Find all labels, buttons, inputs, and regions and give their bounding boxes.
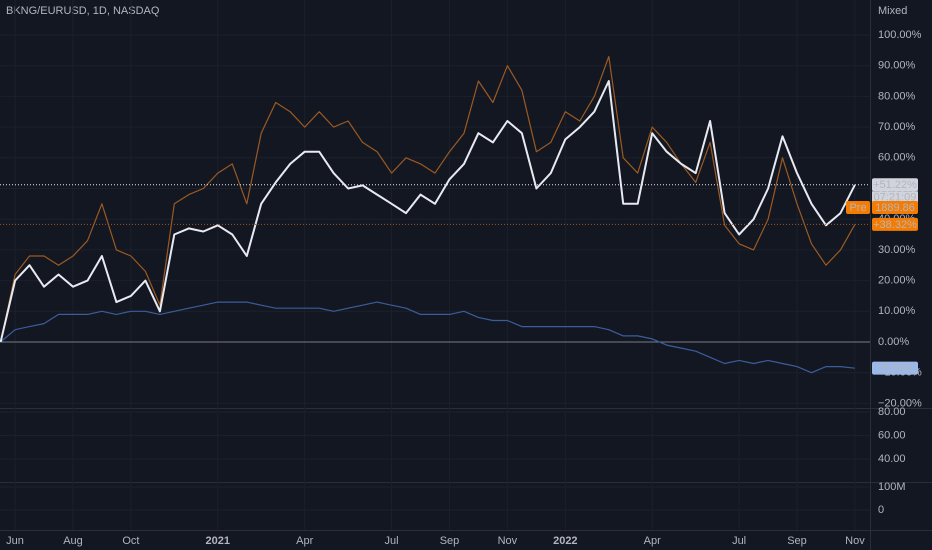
series-line — [0, 80, 856, 343]
last-value-box — [872, 178, 918, 192]
y-tick-label: 70.00% — [878, 121, 916, 133]
y-tick-label: 100M — [878, 481, 906, 493]
y-tick-label: 0.00% — [878, 336, 909, 348]
x-tick-label: Jul — [385, 535, 399, 547]
x-tick-label: Sep — [787, 535, 807, 547]
y-tick-label: −20.00% — [878, 397, 922, 409]
last-value-box — [872, 217, 918, 231]
chart-title: BKNG/EURUSD, 1D, NASDAQ — [6, 5, 160, 17]
x-tick-label: Oct — [122, 535, 139, 547]
y-tick-label: 30.00% — [878, 244, 916, 256]
y-tick-label: 80.00 — [878, 406, 906, 418]
last-value-label: −8.53% — [876, 363, 914, 375]
x-tick-label: Jun — [6, 535, 24, 547]
y-tick-label: 10.00% — [878, 305, 916, 317]
x-tick-label: 2022 — [553, 535, 577, 547]
last-value-label: +38.32% — [873, 219, 917, 231]
y-tick-label: 60.00 — [878, 429, 906, 441]
series-line — [0, 301, 855, 374]
x-tick-label: Jul — [732, 535, 746, 547]
x-tick-label: 2021 — [206, 535, 230, 547]
scale-mode[interactable]: Mixed — [878, 5, 907, 17]
y-tick-label: 80.00% — [878, 90, 916, 102]
pre-box — [846, 201, 870, 215]
pre-label: Pre — [849, 202, 866, 214]
series-line — [0, 55, 856, 343]
countdown-box — [872, 191, 918, 204]
pre-price: 1889.86 — [875, 202, 915, 214]
countdown: 07:21:09 — [874, 192, 917, 204]
x-tick-label: Apr — [296, 535, 313, 547]
x-tick-label: Nov — [498, 535, 518, 547]
x-tick-label: Apr — [644, 535, 661, 547]
y-tick-label: 20.00% — [878, 275, 916, 287]
x-tick-label: Sep — [440, 535, 460, 547]
pre-price-box — [872, 201, 918, 215]
last-value-box — [872, 361, 918, 375]
y-tick-label: 100.00% — [878, 29, 922, 41]
y-tick-label: 0 — [878, 504, 884, 516]
x-tick-label: Aug — [63, 535, 83, 547]
y-tick-label: 60.00% — [878, 152, 916, 164]
y-tick-label: 40.00 — [878, 453, 906, 465]
x-tick-label: Nov — [845, 535, 865, 547]
last-value-label: +51.22% — [873, 179, 917, 191]
y-tick-label: 90.00% — [878, 60, 916, 72]
